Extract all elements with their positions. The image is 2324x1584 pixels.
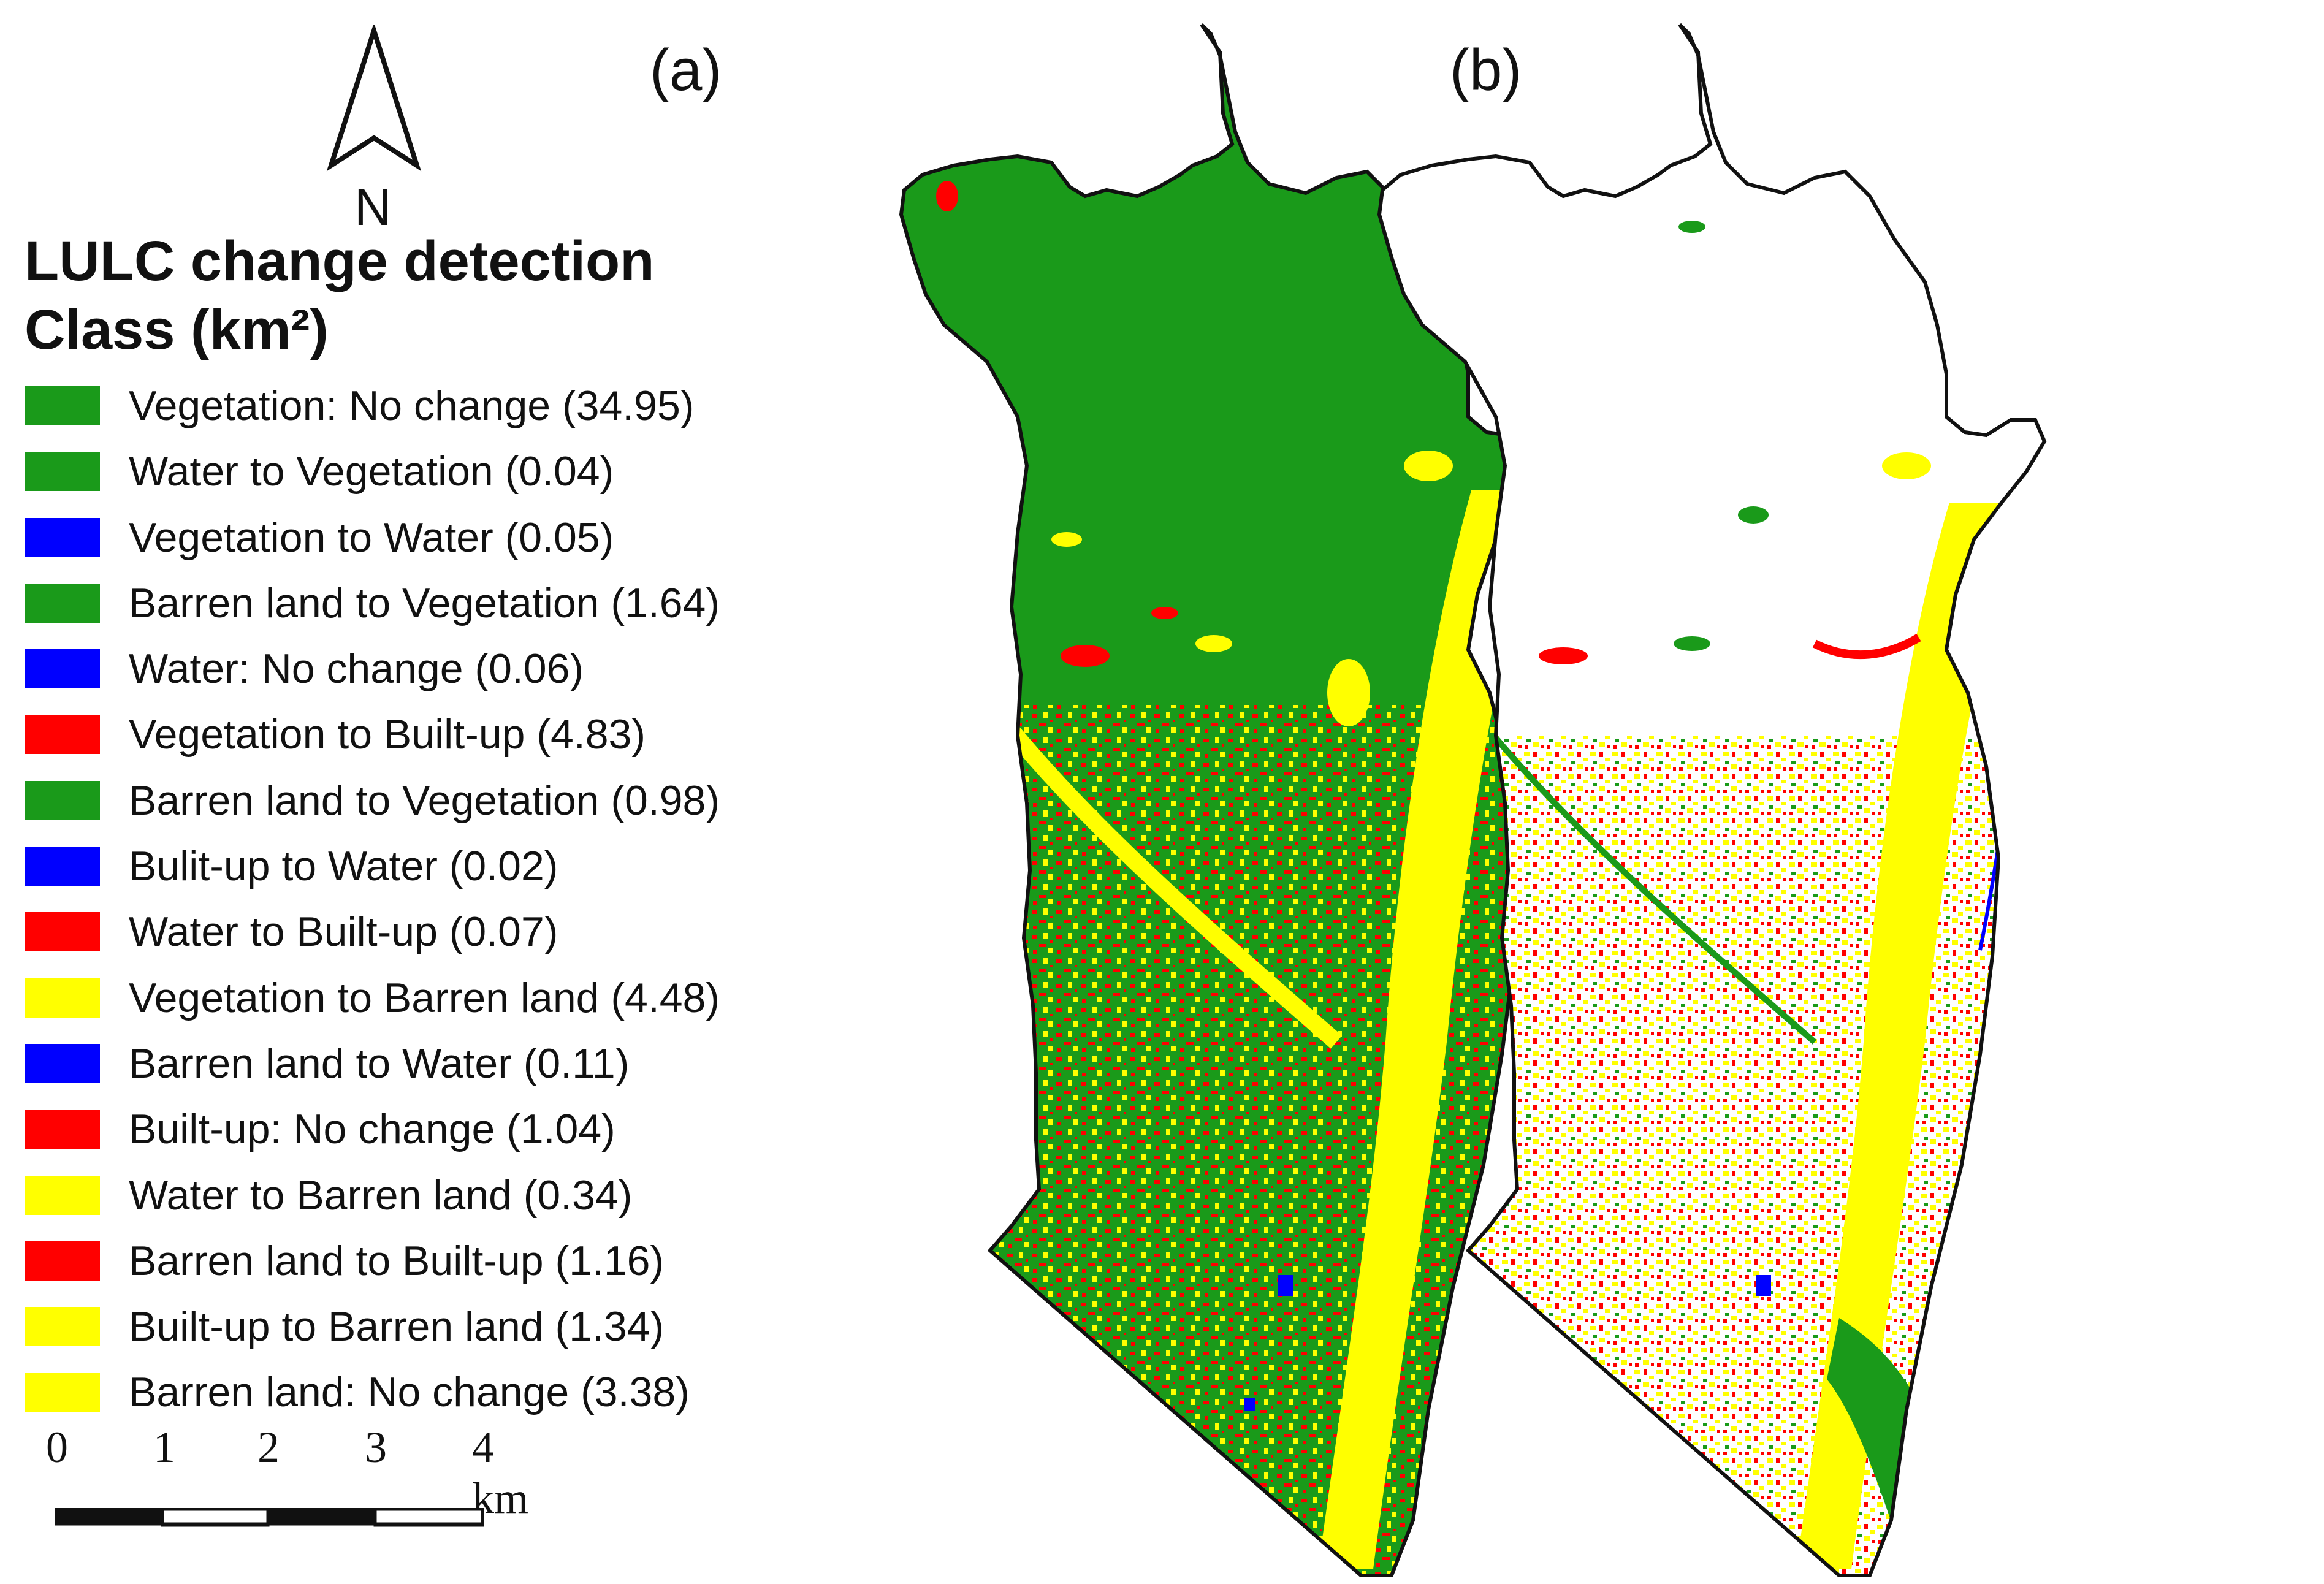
- legend-label: Barren land: No change (3.38): [129, 1369, 690, 1416]
- legend-label: Built-up: No change (1.04): [129, 1106, 615, 1153]
- scale-tick-label: 1: [153, 1423, 175, 1472]
- legend-label: Barren land to Vegetation (1.64): [129, 579, 720, 626]
- legend-label: Vegetation to Barren land (4.48): [129, 974, 720, 1021]
- legend-swatch: [25, 1043, 100, 1083]
- scale-bar-graphic: [55, 1508, 484, 1527]
- legend-swatch: [25, 978, 100, 1018]
- legend-swatch: [25, 386, 100, 425]
- legend-label: Vegetation to Water (0.05): [129, 514, 614, 561]
- legend-title: LULC change detection Class (km²): [25, 227, 654, 364]
- legend-swatch: [25, 912, 100, 952]
- legend-label: Bulit-up to Water (0.02): [129, 843, 558, 890]
- legend-label: Vegetation to Built-up (4.83): [129, 711, 646, 758]
- legend-title-line1: LULC change detection: [25, 230, 655, 292]
- legend-swatch: [25, 715, 100, 755]
- legend-label: Barren land to Built-up (1.16): [129, 1237, 665, 1284]
- legend-swatch: [25, 1307, 100, 1347]
- scale-tick-label: 3: [365, 1423, 387, 1472]
- legend-swatch: [25, 847, 100, 886]
- legend-swatch: [25, 1373, 100, 1412]
- legend-label: Water to Barren land (0.34): [129, 1171, 633, 1219]
- scale-bar: 0 1 2 3 4 km: [25, 1422, 528, 1545]
- legend-label: Water to Built-up (0.07): [129, 908, 558, 956]
- legend-swatch: [25, 649, 100, 689]
- legend-swatch: [25, 780, 100, 820]
- north-arrow: N: [319, 22, 429, 236]
- legend-label: Vegetation: No change (34.95): [129, 383, 695, 429]
- legend-swatch: [25, 517, 100, 557]
- legend-title-line2: Class (km²): [25, 299, 329, 361]
- legend-label: Barren land to Water (0.11): [129, 1040, 630, 1087]
- legend-label: Barren land to Vegetation (0.98): [129, 777, 720, 824]
- panel-b-label: (b): [1450, 37, 1522, 103]
- legend-label: Built-up to Barren land (1.34): [129, 1303, 665, 1350]
- legend-label: Water: No change (0.06): [129, 645, 584, 693]
- panel-a-label: (a): [650, 37, 722, 103]
- legend-swatch: [25, 583, 100, 623]
- north-label: N: [354, 178, 392, 236]
- legend-swatch: [25, 1241, 100, 1281]
- legend-label: Water to Vegetation (0.04): [129, 448, 614, 495]
- legend-swatch: [25, 1110, 100, 1149]
- north-arrow-icon: [326, 22, 422, 172]
- scale-tick-label: 0: [46, 1423, 68, 1472]
- legend-swatch: [25, 452, 100, 492]
- scale-tick-label: 2: [257, 1423, 280, 1472]
- legend-swatch: [25, 1175, 100, 1215]
